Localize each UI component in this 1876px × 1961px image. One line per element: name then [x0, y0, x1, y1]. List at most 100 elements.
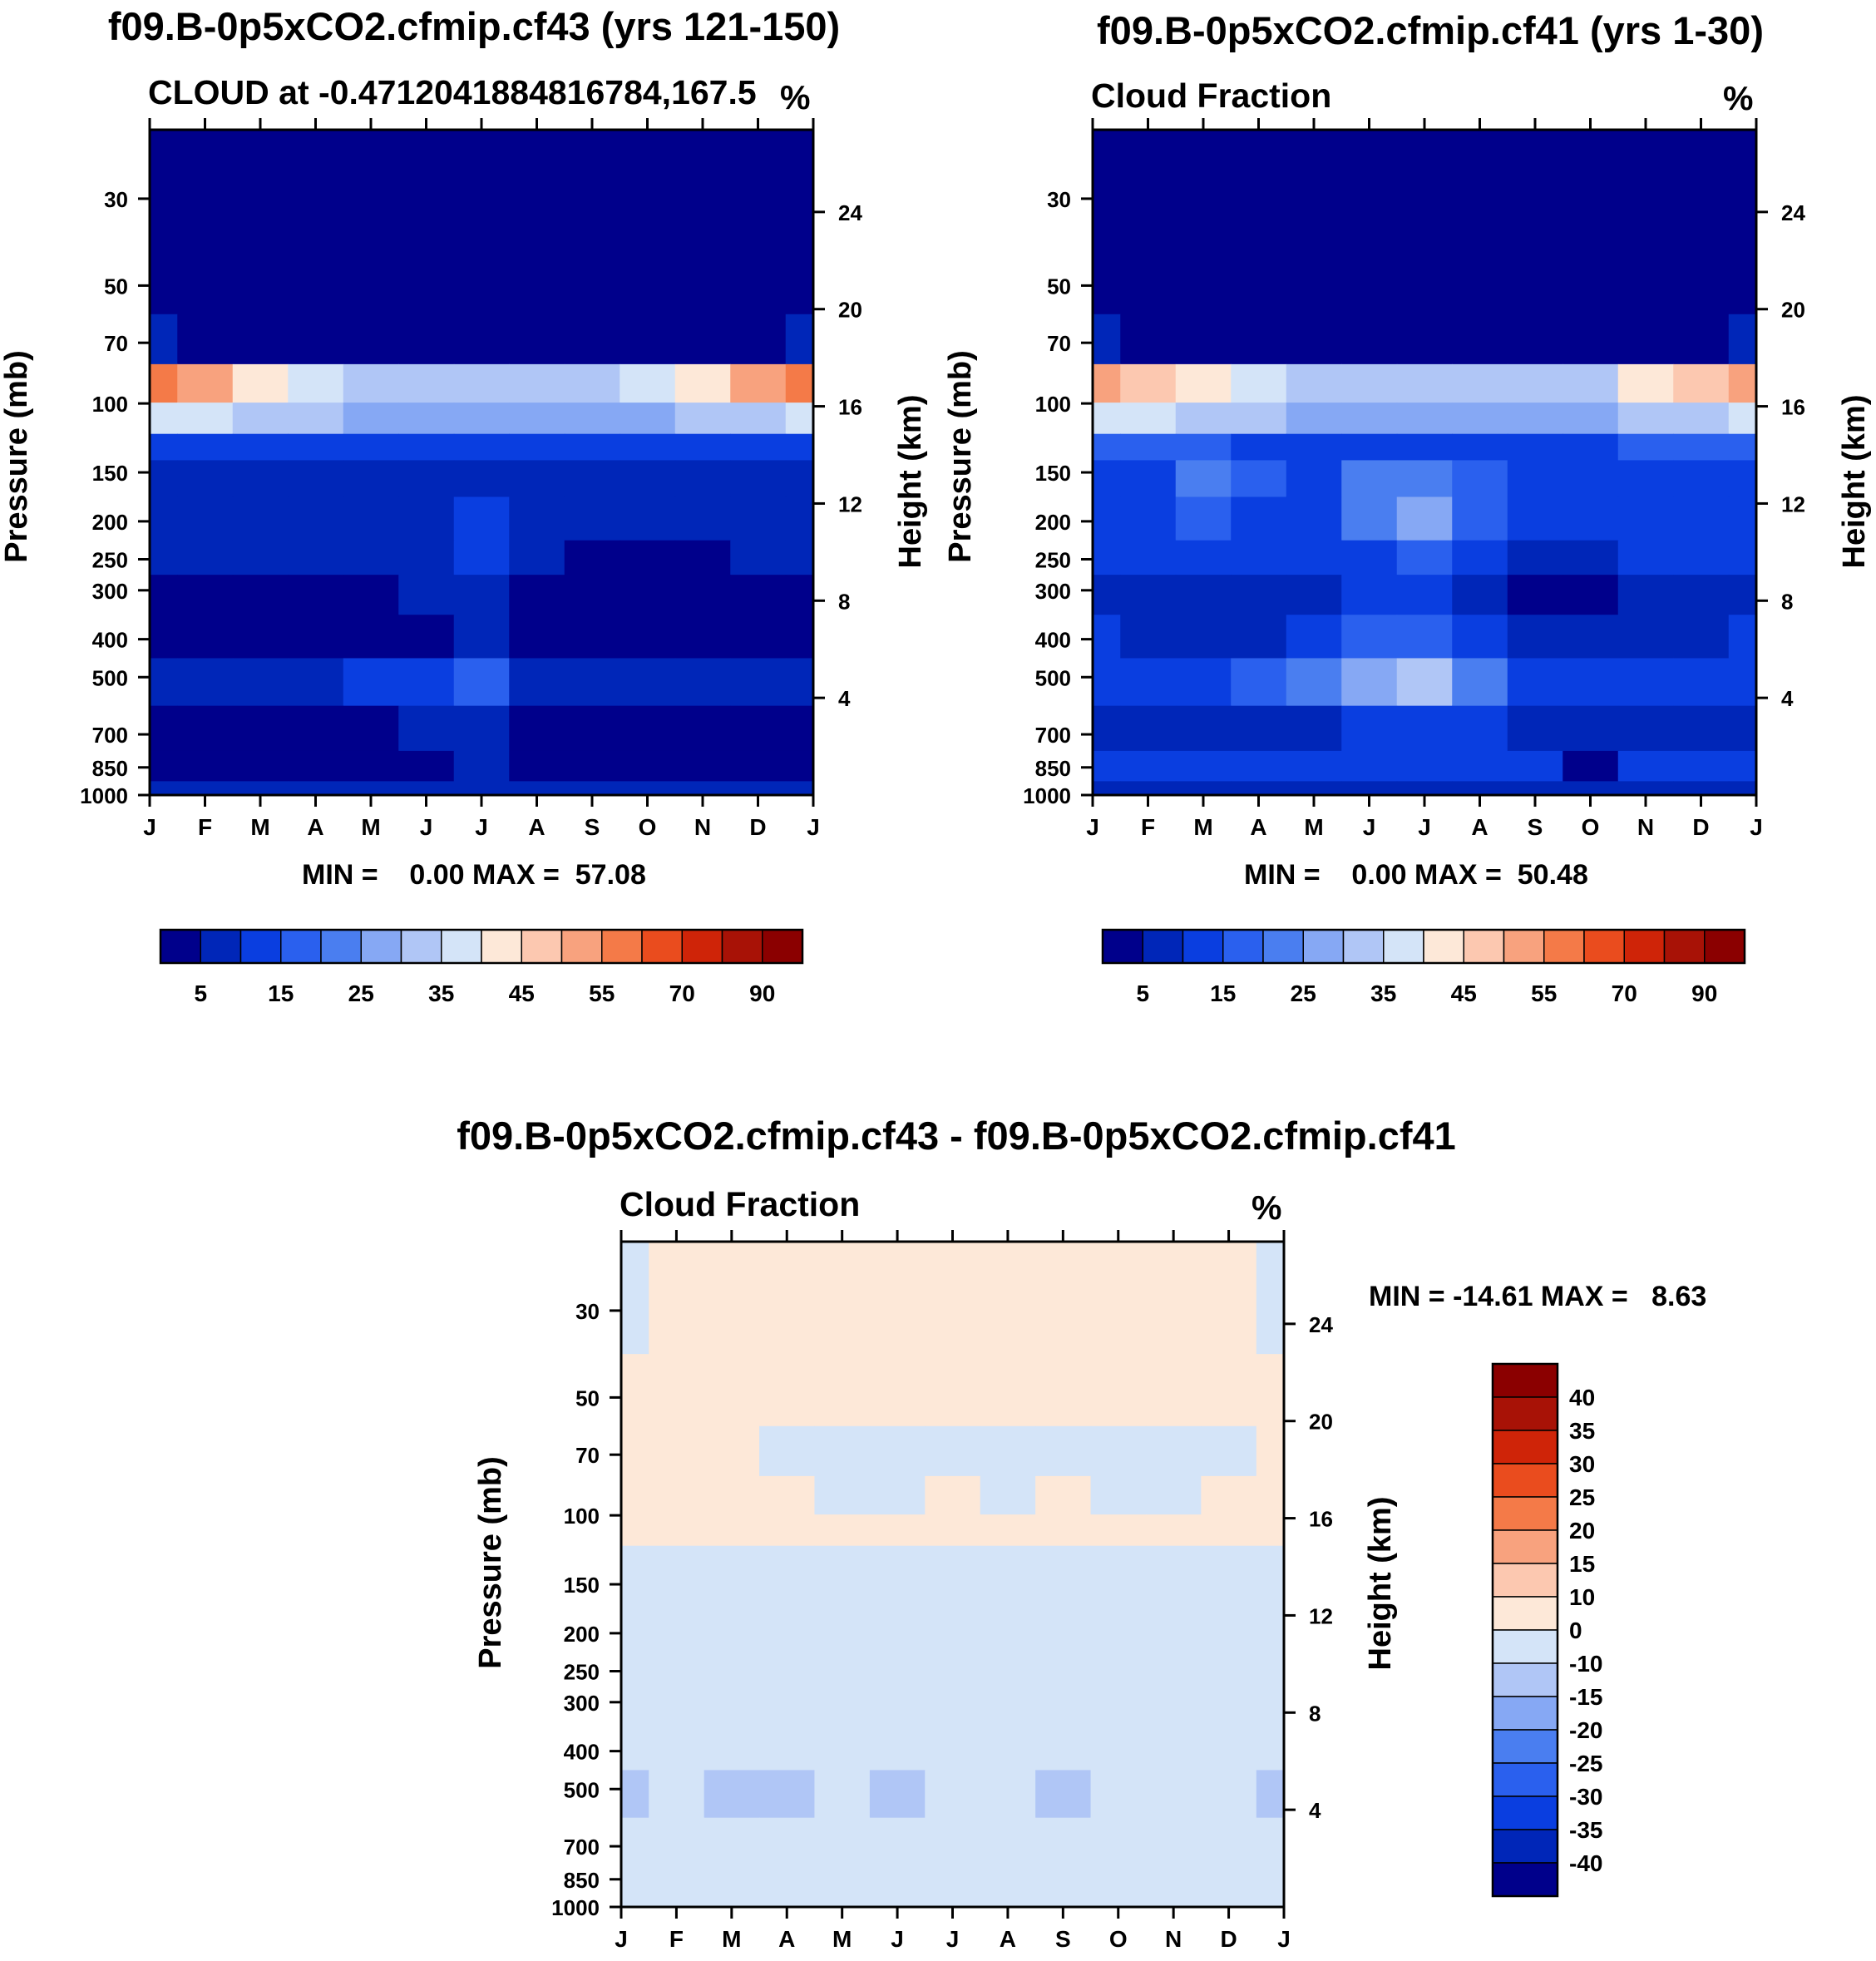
- plot1-cell: [509, 403, 565, 435]
- plot2-cell: [1673, 242, 1730, 315]
- plot2-cell: [1286, 658, 1342, 707]
- plot1-cell: [453, 433, 510, 462]
- plot3-cell: [1090, 1514, 1147, 1547]
- plot3-cell: [1201, 1514, 1257, 1547]
- plot2-cell: [1231, 705, 1287, 752]
- plot2-cell: [1231, 403, 1287, 435]
- plot3-cell: [980, 1354, 1036, 1427]
- plot2-cell: [1507, 575, 1563, 615]
- plot2-cell: [1120, 750, 1177, 782]
- plot3-cell: [1256, 1572, 1285, 1610]
- plot2-cell: [1728, 540, 1757, 575]
- plot1-cell: [398, 658, 455, 707]
- plot2-y2tick-label: 8: [1781, 589, 1793, 614]
- plot3-cell: [621, 1726, 649, 1771]
- plot3-cell: [814, 1893, 871, 1908]
- plot2-y2tick-label: 24: [1781, 200, 1805, 225]
- plot2-cell: [1563, 705, 1619, 752]
- plot1-cell: [509, 540, 565, 575]
- plot3-cell: [1035, 1893, 1092, 1908]
- plot1-cell: [564, 403, 620, 435]
- plot3-cell: [704, 1354, 760, 1427]
- plot1-cell: [288, 242, 344, 315]
- plot1-cell: [232, 433, 289, 462]
- plot1-cell: [564, 540, 620, 575]
- plot2-cell: [1563, 314, 1619, 365]
- plot3-cell: [925, 1242, 981, 1355]
- plot1-cell: [509, 615, 565, 659]
- plot2-cell: [1341, 575, 1398, 615]
- plot3-ytick-label: 50: [575, 1386, 600, 1410]
- plot1-cell: [730, 615, 787, 659]
- plot3-cell: [649, 1652, 705, 1687]
- plot1-cell: [620, 658, 676, 707]
- plot1-cell: [150, 460, 178, 498]
- plot2-cell: [1175, 403, 1232, 435]
- plot2-cell: [1396, 750, 1453, 782]
- plot1-colorbar-label: 5: [194, 980, 207, 1006]
- plot3-cell: [1256, 1770, 1285, 1819]
- plot2-cell: [1617, 575, 1674, 615]
- plot2-cell: [1120, 575, 1177, 615]
- plot1-cell: [398, 460, 455, 498]
- plot2-cell: [1231, 363, 1287, 403]
- plot1-cell: [785, 403, 814, 435]
- plot1-cell: [564, 750, 620, 782]
- plot1-cell: [453, 658, 510, 707]
- plot1-cell: [177, 130, 234, 243]
- plot1-title: f09.B-0p5xCO2.cfmip.cf43 (yrs 121-150): [107, 4, 841, 48]
- plot1-cell: [730, 496, 787, 541]
- plot2-cell: [1231, 130, 1287, 243]
- plot2-y2tick-label: 12: [1781, 491, 1805, 516]
- plot3-cell: [1090, 1242, 1147, 1355]
- plot1-cell: [730, 130, 787, 243]
- plot1-cell: [177, 403, 234, 435]
- plot2-cell: [1728, 496, 1757, 541]
- plot3-cell: [1145, 1817, 1202, 1864]
- plot3-cell: [1035, 1687, 1092, 1727]
- plot3-xtick-label: F: [669, 1926, 684, 1952]
- plot3-cell: [980, 1514, 1036, 1547]
- plot1-colorbar-box: [641, 929, 683, 964]
- plot2-cell: [1175, 781, 1232, 796]
- plot3-cell: [759, 1475, 816, 1515]
- plot3-cell: [925, 1652, 981, 1687]
- plot3-cell: [925, 1817, 981, 1864]
- plot3-colorbar-label: -10: [1569, 1651, 1602, 1677]
- plot1-colorbar-box: [400, 929, 442, 964]
- plot2-cell: [1175, 130, 1232, 243]
- plot3-cell: [1090, 1572, 1147, 1610]
- plot3-cell: [869, 1687, 926, 1727]
- plot2-cell: [1286, 615, 1342, 659]
- plot2-cell: [1093, 314, 1121, 365]
- plot2-cell: [1673, 363, 1730, 403]
- plot2-cell: [1231, 433, 1287, 462]
- plot3-cell: [1145, 1862, 1202, 1894]
- plot2-cell: [1673, 705, 1730, 752]
- plot3-cell: [1035, 1652, 1092, 1687]
- plot1-colorbar-label: 90: [749, 980, 775, 1006]
- plot1-cell: [564, 242, 620, 315]
- plot1-cell: [398, 433, 455, 462]
- plot2-cell: [1563, 363, 1619, 403]
- plot1-cell: [564, 615, 620, 659]
- plot3-cell: [1256, 1652, 1285, 1687]
- plot3-cell: [1256, 1817, 1285, 1864]
- plot3-y2label: Height (km): [1363, 1496, 1398, 1671]
- plot3-cell: [814, 1770, 871, 1819]
- plot2-cell: [1563, 433, 1619, 462]
- plot2-cell: [1728, 781, 1757, 796]
- plot2-cell: [1452, 242, 1508, 315]
- plot2-colorbar-box: [1423, 929, 1464, 964]
- plot2-cell: [1452, 658, 1508, 707]
- plot1-cell: [232, 705, 289, 752]
- plot2-colorbar-label: 70: [1612, 980, 1637, 1006]
- plot1-cell: [564, 705, 620, 752]
- plot3-cell: [704, 1652, 760, 1687]
- plot1-cell: [730, 705, 787, 752]
- plot2-cell: [1120, 615, 1177, 659]
- plot1-colorbar-label: 25: [348, 980, 374, 1006]
- plot1-cell: [564, 130, 620, 243]
- plot2-cell: [1231, 460, 1287, 498]
- plot1-cell: [288, 403, 344, 435]
